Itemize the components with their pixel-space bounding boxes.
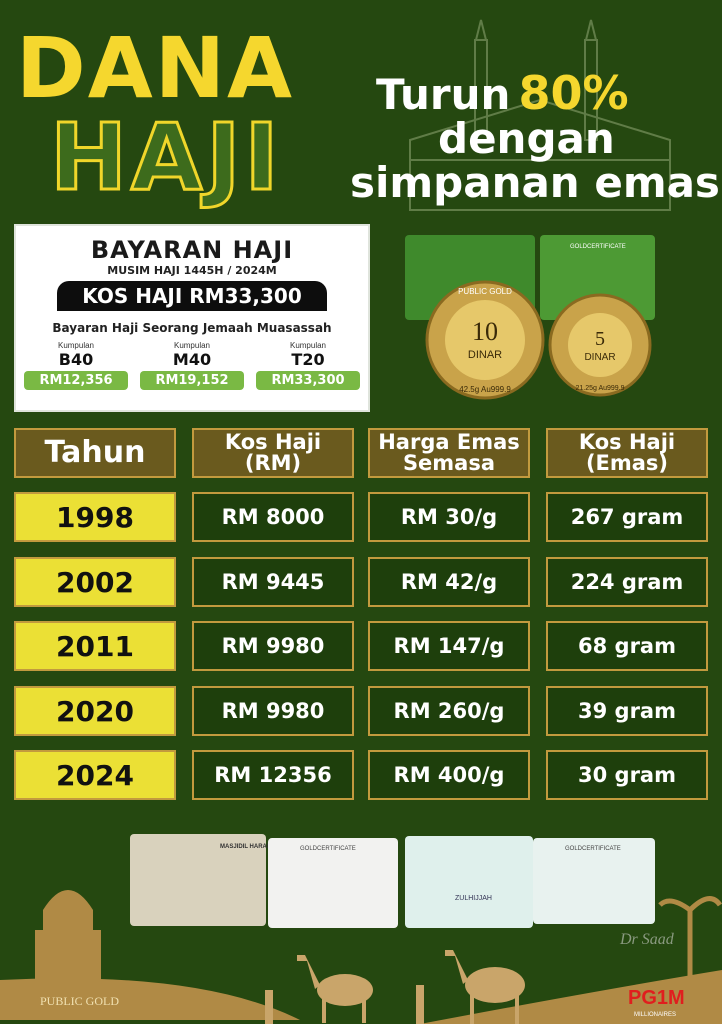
group-amount: RM12,356	[24, 371, 128, 390]
gold-certificate-1	[268, 838, 398, 928]
bayaran-haji-card: BAYARAN HAJI MUSIM HAJI 1445H / 2024M KO…	[14, 224, 370, 412]
table-cell: RM 147/g	[368, 621, 530, 671]
group-amount: RM19,152	[140, 371, 244, 390]
gold-certificate-2	[533, 838, 655, 924]
table-cell: 68 gram	[546, 621, 708, 671]
year-cell: 2020	[14, 686, 176, 736]
table-cell: RM 30/g	[368, 492, 530, 542]
cert1-label: GOLDCERTIFICATE	[300, 846, 356, 852]
table-cell: RM 260/g	[368, 686, 530, 736]
group-amount: RM33,300	[256, 371, 360, 390]
cert2-label: GOLDCERTIFICATE	[565, 846, 621, 852]
palm-tree-silhouette	[658, 896, 722, 1024]
table-header-cell: Kos Haji (Emas)	[546, 428, 708, 478]
group-label: Kumpulan	[57, 341, 95, 350]
coin-cert-text: GOLDCERTIFICATE	[570, 244, 626, 250]
table-cell: RM 12356	[192, 750, 354, 800]
group-label: Kumpulan	[289, 341, 327, 350]
masjidil-haram-card	[130, 834, 266, 926]
tagline-percent: 80%	[518, 66, 629, 120]
table-cell: RM 9980	[192, 621, 354, 671]
card-kos-banner: KOS HAJI RM33,300	[57, 281, 327, 311]
tagline-line1: Turun 80%	[376, 70, 629, 116]
tagline-line2: dengan	[438, 114, 615, 163]
public-gold-logo: PUBLIC GOLD	[40, 994, 119, 1008]
group-label: Kumpulan	[173, 341, 211, 350]
headline-haji: HAJI	[49, 104, 283, 211]
group-m40: Kumpulan M40 RM19,152	[140, 341, 244, 390]
table-cell: 267 gram	[546, 492, 708, 542]
table-cell: 39 gram	[546, 686, 708, 736]
coin2-spec: 21.25g Au999.9	[575, 385, 624, 392]
group-t20: Kumpulan T20 RM33,300	[256, 341, 360, 390]
card-season: MUSIM HAJI 1445H / 2024M	[107, 264, 277, 277]
table-cell: RM 8000	[192, 492, 354, 542]
table-cell: RM 9980	[192, 686, 354, 736]
table-header-cell: Kos Haji (RM)	[192, 428, 354, 478]
mosque-silhouette	[35, 890, 101, 1020]
table-cell: RM 9445	[192, 557, 354, 607]
tagline-line3: simpanan emas	[350, 158, 720, 207]
table-cell: 224 gram	[546, 557, 708, 607]
coin2-unit: DINAR	[584, 352, 615, 363]
table-cell: 30 gram	[546, 750, 708, 800]
pg1m-logo: PG1M	[628, 987, 685, 1009]
signature: Dr Saad	[619, 931, 675, 948]
group-name: T20	[291, 350, 325, 369]
coin1-unit: DINAR	[468, 349, 502, 361]
year-cell: 1998	[14, 492, 176, 542]
year-cell: 2011	[14, 621, 176, 671]
kaaba-outline-decoration	[409, 19, 671, 211]
card-subtitle: Bayaran Haji Seorang Jemaah Muasassah	[52, 321, 332, 335]
gold-dinar-coins-image: GOLDCERTIFICATE 10 DINAR 42.5g Au999.9 P…	[405, 235, 655, 400]
card-title: BAYARAN HAJI	[90, 236, 294, 264]
pg1m-logo-sub: MILLIONAIRES	[634, 1012, 676, 1018]
group-b40: Kumpulan B40 RM12,356	[24, 341, 128, 390]
coin1-value: 10	[472, 317, 498, 346]
card1-label: MASJIDIL HARAM	[220, 844, 272, 850]
card3-label: ZULHIJJAH	[455, 895, 492, 902]
camel-caravan	[265, 950, 525, 1024]
coin1-brand: PUBLIC GOLD	[458, 287, 512, 296]
table-cell: RM 42/g	[368, 557, 530, 607]
year-cell: 2002	[14, 557, 176, 607]
table-header-cell: Harga Emas Semasa	[368, 428, 530, 478]
table-header-cell: Tahun	[14, 428, 176, 478]
table-cell: RM 400/g	[368, 750, 530, 800]
coin2-value: 5	[595, 328, 605, 350]
group-name: M40	[172, 350, 212, 369]
footer-illustration: MASJIDIL HARAM GOLDCERTIFICATE ZULHIJJAH…	[0, 834, 722, 1024]
tagline-turun: Turun	[376, 70, 511, 119]
group-name: B40	[58, 350, 94, 369]
headline-dana: DANA	[16, 19, 295, 117]
year-cell: 2024	[14, 750, 176, 800]
zulhijjah-card	[405, 836, 533, 928]
coin1-spec: 42.5g Au999.9	[459, 385, 511, 394]
